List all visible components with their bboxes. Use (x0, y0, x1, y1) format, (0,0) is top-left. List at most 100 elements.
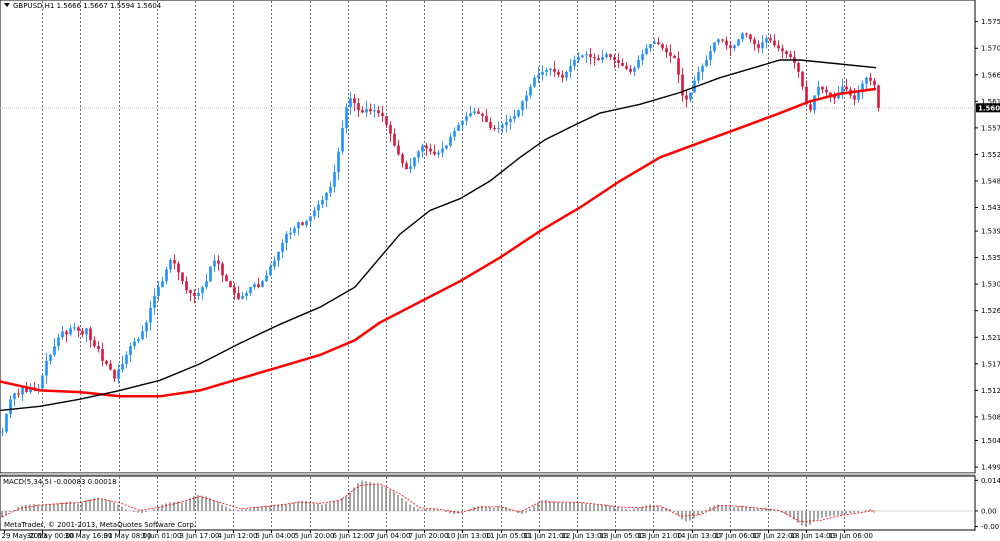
candle-body (333, 172, 336, 187)
price-tick-label: 1.5570 (981, 124, 1000, 132)
current-price-label: 1.5604 (976, 103, 1000, 113)
candle-body (285, 234, 288, 243)
macd-title: MACD(5,34,5) -0.00083 0.00018 (3, 478, 117, 486)
price-tick-label: 1.5215 (981, 334, 1000, 342)
candle-body (585, 54, 588, 56)
candle-body (633, 67, 636, 72)
candle-body (481, 113, 484, 117)
candle-body (469, 113, 472, 117)
candle-body (789, 54, 792, 58)
candle-body (557, 71, 560, 75)
candle-body (81, 330, 84, 335)
candle-body (657, 42, 660, 45)
candle-body (57, 337, 60, 347)
candle-body (785, 51, 788, 55)
current-price-box (976, 103, 1000, 113)
candle-body (821, 86, 824, 90)
candle-body (65, 331, 68, 335)
candle-body (497, 127, 500, 130)
candle-body (101, 349, 104, 361)
time-tick-label: 29 May 2013 (2, 532, 48, 540)
candle-body (165, 269, 168, 282)
price-pane[interactable]: 1.5750 1.5705 1.5660 1.5615 1.5570 1.5525 1.54… (0, 0, 1000, 474)
candle-body (341, 127, 344, 152)
candle-body (25, 387, 28, 393)
price-tick-label: 1.5750 (981, 18, 1000, 26)
candle-body (729, 45, 732, 49)
candle-body (149, 307, 152, 323)
candle-body (297, 222, 300, 229)
pane-separator[interactable] (0, 473, 975, 476)
candle-body (261, 281, 264, 288)
candle-body (545, 70, 548, 72)
time-tick-label: 11 Jun 21:00 (524, 532, 568, 540)
candle-body (73, 327, 76, 329)
candle-body (253, 284, 256, 288)
candle-body (877, 85, 880, 108)
candle-body (845, 86, 848, 90)
candle-body (689, 92, 692, 100)
candle-body (801, 71, 804, 87)
candle-body (241, 295, 244, 299)
candle-body (345, 107, 348, 128)
candle-body (577, 57, 580, 61)
candle-body (769, 38, 772, 41)
candle-body (13, 393, 16, 400)
candle-body (53, 346, 56, 355)
candle-body (829, 92, 832, 96)
macd-tick-label: 0.01438 (981, 477, 1000, 485)
candle-body (249, 287, 252, 294)
candle-body (217, 260, 220, 264)
vertical-grid (42, 1, 845, 472)
time-tick-label: 11 Jun 05:00 (486, 532, 530, 540)
time-tick-label: 7 Jun 04:00 (371, 532, 411, 540)
candle-body (221, 263, 224, 276)
candle-body (77, 327, 80, 331)
time-tick-label: 18 Jun 14:00 (791, 532, 835, 540)
candle-body (733, 45, 736, 49)
candle-body (713, 42, 716, 52)
candle-body (653, 42, 656, 45)
candle-body (609, 54, 612, 58)
candle-body (621, 62, 624, 66)
candle-body (681, 74, 684, 96)
candle-body (329, 186, 332, 193)
candle-body (685, 95, 688, 100)
candle-body (453, 130, 456, 137)
candle-body (757, 44, 760, 49)
candle-body (225, 275, 228, 282)
candle-body (97, 346, 100, 350)
candle-body (405, 163, 408, 170)
candle-body (825, 89, 828, 93)
price-tick-label: 1.5305 (981, 281, 1000, 289)
macd-pane[interactable]: 0.01438 0.00 -0.0073 MACD(5,34,5) -0.00083… (0, 475, 1000, 531)
candle-body (213, 260, 216, 267)
price-tick-label: 1.5480 (981, 177, 1000, 185)
price-tick-label: 1.5040 (981, 437, 1000, 445)
time-tick-label: 13 Jun 05:00 (600, 532, 644, 540)
candle-body (597, 58, 600, 61)
candle-body (45, 360, 48, 376)
time-tick-label: 5 Jun 20:00 (295, 532, 335, 540)
candle-body (837, 92, 840, 99)
candle-body (29, 387, 32, 393)
candle-body (869, 77, 872, 81)
candle-body (397, 145, 400, 155)
candle-body (413, 157, 416, 167)
price-tick-label: 1.5705 (981, 45, 1000, 53)
candle-body (357, 103, 360, 111)
candle-body (809, 104, 812, 111)
candle-body (93, 340, 96, 347)
dropdown-arrow-icon[interactable] (4, 3, 10, 7)
candle-body (449, 136, 452, 146)
candle-body (433, 151, 436, 155)
price-axis: 1.5750 1.5705 1.5660 1.5615 1.5570 1.5525 1.54… (975, 18, 1000, 472)
candle-body (473, 111, 476, 114)
time-tick-label: 30 May 16:00 (65, 532, 113, 540)
candle-body (109, 363, 112, 370)
time-tick-label: 31 May 08:00 (104, 532, 152, 540)
chart-title: GBPUSD,H1 1.5666 1.5667 1.5594 1.5604 (13, 2, 162, 10)
time-tick-label: 17 Jun 06:00 (715, 532, 759, 540)
